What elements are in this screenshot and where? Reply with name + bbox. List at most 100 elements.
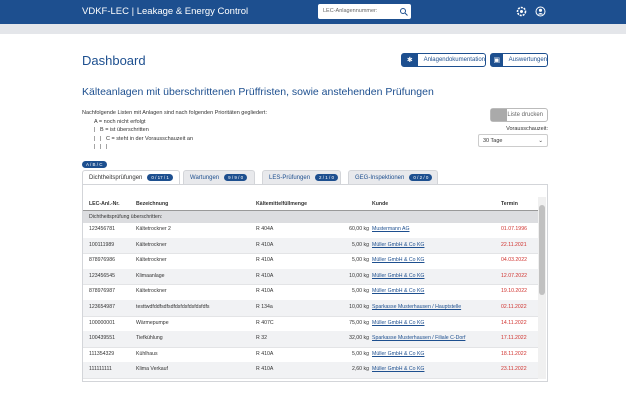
lookahead-label: Vorausschauzeit: bbox=[506, 126, 548, 132]
row-bg bbox=[83, 300, 538, 316]
refrigerant: R 404A bbox=[256, 226, 274, 232]
priority-legend: Nachfolgende Listen mit Anlagen sind nac… bbox=[82, 109, 267, 152]
refrigerant: R 410A bbox=[256, 272, 274, 279]
tab-label: Wartungen bbox=[190, 174, 220, 181]
tab-badge: 0 / 17 / 1 bbox=[147, 174, 173, 181]
row-bg bbox=[83, 331, 538, 347]
customer-link[interactable]: Müller GmbH & Co KG bbox=[372, 319, 425, 326]
due-date: 17.11.2022 bbox=[501, 335, 527, 342]
fill-amount: 60,00 kg bbox=[349, 226, 369, 232]
designation: Kältetrockner bbox=[136, 257, 167, 264]
due-date: 22.11.2021 bbox=[501, 241, 527, 248]
tab[interactable]: LES-Prüfungen 2 / 1 / 0 bbox=[262, 170, 341, 184]
designation: Kältetrockner bbox=[136, 241, 167, 248]
docs-button[interactable]: ✱ Anlagendokumentation bbox=[401, 53, 486, 67]
refrigerant: R 410A bbox=[256, 241, 274, 248]
sub-strip bbox=[0, 24, 626, 34]
refrigerant: R 410A bbox=[256, 288, 274, 295]
tab[interactable]: Wartungen 9 / 9 / 0 bbox=[183, 170, 255, 184]
column-header: Bezeichnung bbox=[136, 201, 169, 207]
column-header: Kunde bbox=[372, 201, 389, 207]
plant-number: 123456781 bbox=[89, 226, 115, 232]
group-label: Dichtheitsprüfung überschritten: bbox=[89, 214, 163, 220]
fill-amount: 32,00 kg bbox=[349, 335, 369, 342]
designation: Tiefkühlung bbox=[136, 335, 163, 342]
refrigerant: R 134a bbox=[256, 304, 273, 310]
fill-amount: 75,00 kg bbox=[349, 319, 369, 326]
row-rule bbox=[83, 253, 538, 255]
column-header: LEC-Anl.-Nr. bbox=[89, 201, 120, 207]
designation: Kältetrockner 2 bbox=[136, 226, 171, 232]
customer-link[interactable]: Müller GmbH & Co KG bbox=[372, 272, 425, 279]
tab-label: LES-Prüfungen bbox=[269, 174, 311, 181]
tab[interactable]: Dichtheitsprüfungen 0 / 17 / 1 bbox=[82, 170, 180, 184]
fill-amount: 2,60 kg bbox=[351, 366, 369, 373]
legend-line: | | | bbox=[94, 144, 108, 151]
legend-line: A = noch nicht erfolgt bbox=[94, 118, 146, 125]
row-bg bbox=[83, 362, 538, 378]
refrigerant: R 32 bbox=[256, 335, 267, 342]
customer-link[interactable]: Sparkasse Musterhausen / Filiale C-Dorf bbox=[372, 335, 466, 342]
fill-amount: 5,00 kg bbox=[351, 241, 369, 248]
select-value: 30 Tage bbox=[483, 138, 503, 144]
fill-amount: 5,00 kg bbox=[351, 288, 369, 295]
designation: testtwdfddfsdfsdfdsfdsfdsfdsfdfs bbox=[136, 304, 210, 310]
search-box[interactable]: LEC-Anlagennummer: bbox=[318, 4, 411, 19]
customer-link[interactable]: Müller GmbH & Co KG bbox=[372, 257, 425, 264]
plant-number: 111354329 bbox=[89, 350, 115, 357]
top-bar: VDKF-LEC | Leakage & Energy Control LEC-… bbox=[0, 0, 626, 24]
section-heading: Kälteanlagen mit überschrittenen Prüffri… bbox=[82, 86, 434, 98]
legend-line: | B = ist überschritten bbox=[94, 127, 149, 134]
settings-icon[interactable] bbox=[516, 6, 527, 17]
user-icon[interactable] bbox=[535, 6, 546, 17]
legend-badge-wrap: A / B / C bbox=[82, 153, 107, 171]
reports-button[interactable]: ▣ Auswertungen bbox=[490, 53, 548, 67]
plant-number: 878976987 bbox=[89, 288, 115, 295]
button-label: Liste drucken bbox=[507, 112, 543, 118]
plant-number: 123456545 bbox=[89, 272, 115, 279]
lookahead-select[interactable]: 30 Tage ⌄ bbox=[478, 134, 548, 147]
tab-badge: 2 / 1 / 0 bbox=[315, 174, 339, 181]
plant-number: 100111989 bbox=[89, 241, 115, 248]
designation: Kältetrockner bbox=[136, 288, 167, 295]
tab-label: Dichtheitsprüfungen bbox=[89, 174, 143, 181]
legend-line: | | C = steht in der Vorausschauzeit an bbox=[94, 135, 194, 142]
due-date: 01.07.1996 bbox=[501, 226, 527, 232]
tab-badge: 0 / 2 / 0 bbox=[409, 174, 433, 181]
button-label: Anlagendokumentation bbox=[423, 57, 485, 63]
customer-link[interactable]: Müller GmbH & Co KG bbox=[372, 241, 425, 248]
due-date: 18.11.2022 bbox=[501, 350, 527, 357]
customer-link[interactable]: Mustermann AG bbox=[372, 226, 410, 232]
due-date: 02.11.2022 bbox=[501, 304, 527, 310]
due-date: 14.11.2022 bbox=[501, 319, 527, 326]
designation: Wärmepumpe bbox=[136, 319, 169, 326]
tab-label: GEG-Inspektionen bbox=[355, 174, 405, 181]
refrigerant: R 410A bbox=[256, 257, 274, 264]
table-panel: LEC-Anl.-Nr. Bezeichnung Kältemittelfüllme… bbox=[82, 184, 548, 382]
row-rule bbox=[83, 315, 538, 317]
row-bg bbox=[83, 237, 538, 254]
fill-amount: 10,00 kg bbox=[349, 304, 369, 310]
group-row bbox=[83, 211, 538, 223]
designation: Kühlhaus bbox=[136, 350, 158, 357]
legend-line: Nachfolgende Listen mit Anlagen sind nac… bbox=[82, 110, 267, 116]
select-caret: ⌄ bbox=[538, 138, 543, 144]
row-rule bbox=[83, 346, 538, 348]
header-rule bbox=[83, 210, 538, 211]
customer-link[interactable]: Müller GmbH & Co KG bbox=[372, 350, 425, 357]
print-button[interactable]: Liste drucken bbox=[490, 108, 548, 122]
customer-link[interactable]: Müller GmbH & Co KG bbox=[372, 366, 425, 373]
plant-number: 123654987 bbox=[89, 304, 115, 310]
designation: Klima Verkauf bbox=[136, 366, 169, 373]
row-bg bbox=[83, 268, 538, 285]
tab[interactable]: GEG-Inspektionen 0 / 2 / 0 bbox=[348, 170, 438, 184]
fill-amount: 5,00 kg bbox=[351, 257, 369, 264]
fill-amount: 10,00 kg bbox=[349, 272, 369, 279]
designation: Klimaanlage bbox=[136, 272, 165, 279]
customer-link[interactable]: Müller GmbH & Co KG bbox=[372, 288, 425, 295]
tab-badge: 9 / 9 / 0 bbox=[224, 174, 248, 181]
plant-number: 878976986 bbox=[89, 257, 115, 264]
customer-link[interactable]: Sparkasse Musterhausen / Hauptstelle bbox=[372, 304, 462, 310]
page-title: Dashboard bbox=[82, 53, 146, 68]
